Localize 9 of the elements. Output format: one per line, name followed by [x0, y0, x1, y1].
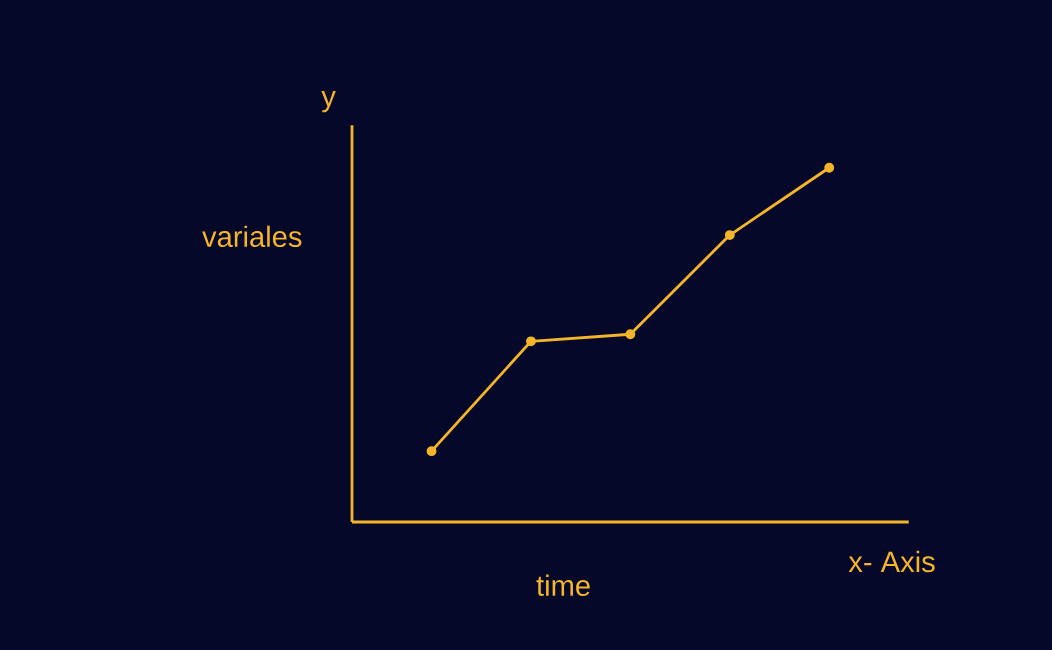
- x-axis-title: x- Axis: [848, 550, 935, 573]
- y-axis-title: y: [321, 90, 336, 113]
- point: [426, 446, 437, 457]
- text: variales: [202, 225, 302, 248]
- point: [526, 336, 536, 347]
- text: time: [536, 574, 590, 596]
- point: [824, 162, 835, 173]
- point: [625, 329, 636, 340]
- point: [724, 230, 735, 240]
